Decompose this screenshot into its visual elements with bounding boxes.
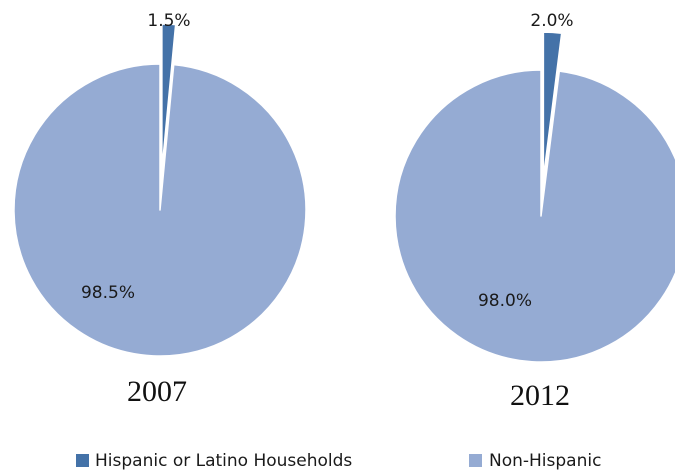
legend-swatch-non-hispanic xyxy=(469,454,482,467)
chart-title-2007: 2007 xyxy=(127,375,187,408)
chart-title-2012: 2012 xyxy=(510,379,570,412)
pie-slice-2007-non-hispanic xyxy=(13,63,307,357)
pie-slice-2007-hispanic xyxy=(161,23,177,171)
legend-label-hispanic: Hispanic or Latino Households xyxy=(95,451,352,471)
data-label-2007-hispanic: 1.5% xyxy=(147,11,190,31)
legend-label-non-hispanic: Non-Hispanic xyxy=(489,451,601,471)
data-label-2012-hispanic: 2.0% xyxy=(530,11,573,31)
pie-slices-2012 xyxy=(394,31,675,363)
legend-swatch-hispanic xyxy=(76,454,89,467)
pie-slices-2007 xyxy=(13,23,307,357)
pie-chart-2012: 2.0% 98.0% 2012 xyxy=(394,11,675,412)
data-label-2012-non-hispanic: 98.0% xyxy=(478,291,532,311)
pie-slice-2012-non-hispanic xyxy=(394,69,675,363)
legend: Hispanic or Latino Households Non-Hispan… xyxy=(76,451,601,471)
pie-slice-2012-hispanic xyxy=(542,31,563,179)
data-label-2007-non-hispanic: 98.5% xyxy=(81,283,135,303)
pie-chart-2007: 1.5% 98.5% 2007 xyxy=(13,11,307,408)
